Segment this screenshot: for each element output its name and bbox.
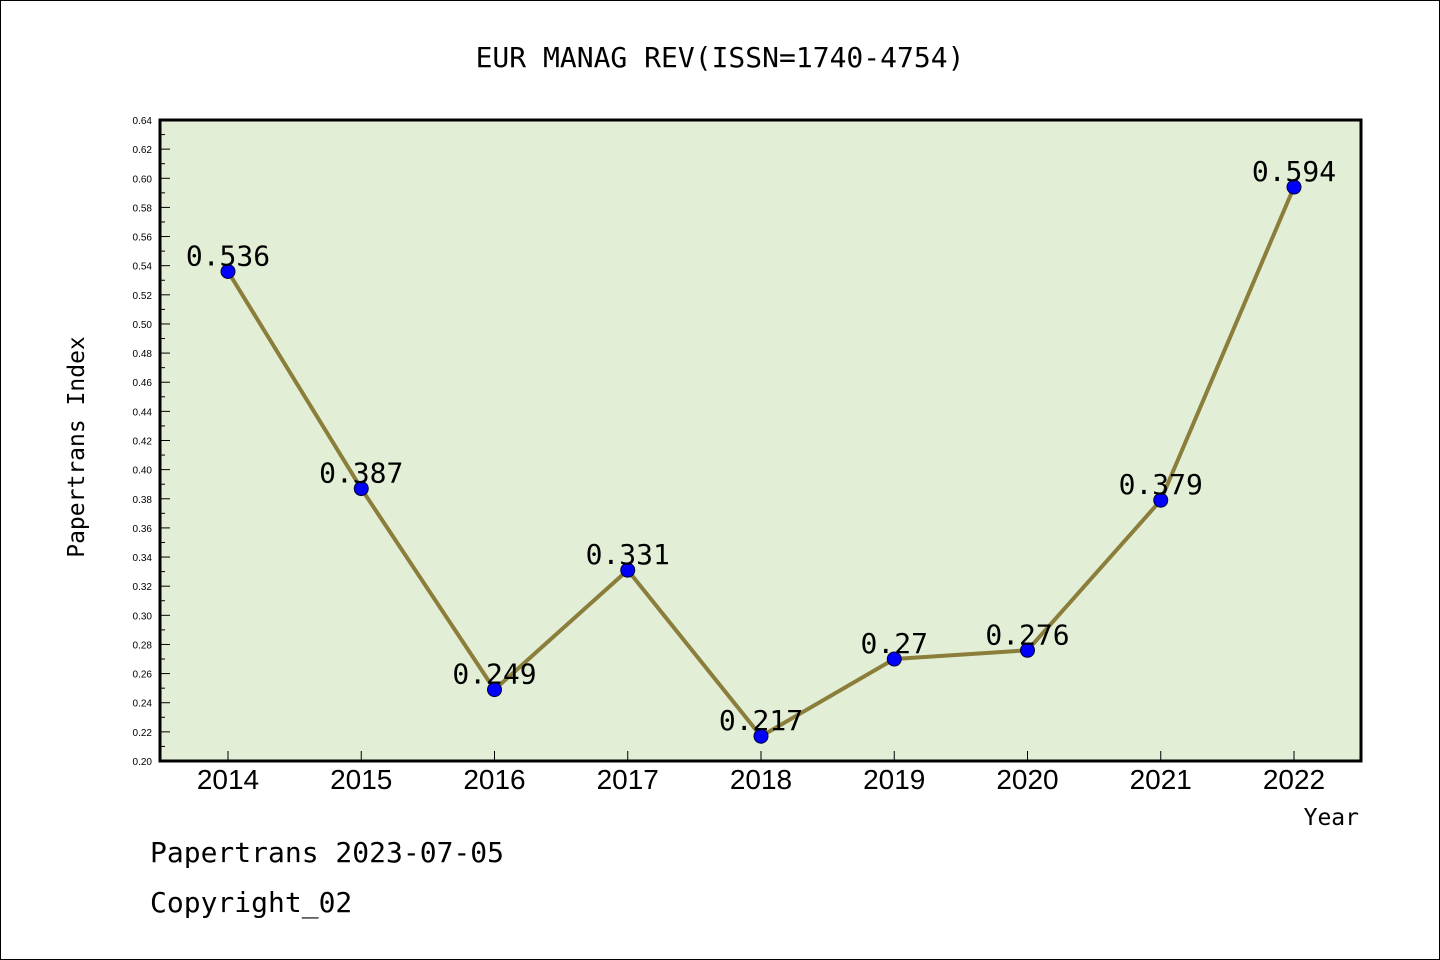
y-tick-label: 0.22 xyxy=(133,728,153,739)
x-tick-label: 2020 xyxy=(996,764,1058,795)
y-tick-label: 0.54 xyxy=(133,262,153,273)
plot-area xyxy=(158,118,1363,763)
y-tick-label: 0.60 xyxy=(133,174,153,185)
x-tick-label: 2014 xyxy=(197,764,259,795)
data-point xyxy=(753,728,769,744)
x-tick-label: 2021 xyxy=(1130,764,1192,795)
data-label: 0.249 xyxy=(452,658,536,691)
y-tick-label: 0.44 xyxy=(133,407,153,418)
x-tick-label: 2022 xyxy=(1263,764,1325,795)
x-axis: 2014 2015 2016 2017 2018 2019 2020 2021 2022 xyxy=(197,751,1325,795)
y-tick-label: 0.56 xyxy=(133,233,153,244)
data-point xyxy=(1020,642,1035,658)
y-tick-label: 0.20 xyxy=(133,757,153,768)
y-tick-label: 0.34 xyxy=(133,553,153,564)
y-tick-label: 0.62 xyxy=(133,145,153,156)
data-label: 0.387 xyxy=(319,457,403,490)
y-tick-label: 0.26 xyxy=(133,670,153,681)
y-tick-label: 0.50 xyxy=(133,320,153,331)
data-label: 0.536 xyxy=(186,240,270,273)
y-tick-label: 0.30 xyxy=(133,611,153,622)
x-axis-label: Year xyxy=(1304,805,1359,831)
y-tick-label: 0.28 xyxy=(133,640,153,651)
y-tick-label: 0.24 xyxy=(133,699,153,710)
data-point xyxy=(886,651,902,667)
data-point xyxy=(487,682,502,698)
y-tick-label: 0.48 xyxy=(133,349,153,360)
data-label: 0.217 xyxy=(719,704,803,737)
y-tick-label: 0.32 xyxy=(133,582,153,593)
footer-copyright-text: Copyright_02 xyxy=(150,886,353,919)
footer-date-text: Papertrans 2023-07-05 xyxy=(150,836,505,869)
y-tick-label: 0.64 xyxy=(133,116,153,127)
series-layer: 0.536 0.387 0.249 0.331 0.217 0.27 0.276 0.379 0… xyxy=(186,155,1336,744)
data-point xyxy=(1286,179,1302,195)
y-tick-label: 0.42 xyxy=(133,437,153,448)
y-axis-label: Papertrans Index xyxy=(64,336,90,558)
y-tick-label: 0.46 xyxy=(133,378,153,389)
data-label: 0.379 xyxy=(1119,468,1203,501)
chart-title: EUR MANAG REV(ISSN=1740-4754) xyxy=(476,41,965,74)
data-label: 0.27 xyxy=(861,627,928,660)
x-tick-label: 2015 xyxy=(330,764,392,795)
data-point xyxy=(620,562,636,578)
data-label: 0.594 xyxy=(1252,155,1336,188)
x-tick-label: 2019 xyxy=(863,764,925,795)
y-tick-label: 0.38 xyxy=(133,495,153,506)
y-tick-label: 0.52 xyxy=(133,291,153,302)
y-tick-label: 0.40 xyxy=(133,466,153,477)
data-point xyxy=(353,481,369,497)
x-tick-label: 2017 xyxy=(597,764,659,795)
x-tick-label: 2016 xyxy=(463,764,525,795)
y-tick-label: 0.36 xyxy=(133,524,153,535)
data-point xyxy=(220,264,236,280)
data-point xyxy=(1153,492,1169,508)
y-tick-label: 0.58 xyxy=(133,203,153,214)
y-axis: 0.20 0.22 0.24 0.26 0.28 0.30 0.32 0.34 0.36 0.38… xyxy=(133,116,170,768)
data-label: 0.276 xyxy=(985,618,1069,651)
data-label: 0.331 xyxy=(586,538,670,571)
x-tick-label: 2018 xyxy=(730,764,792,795)
